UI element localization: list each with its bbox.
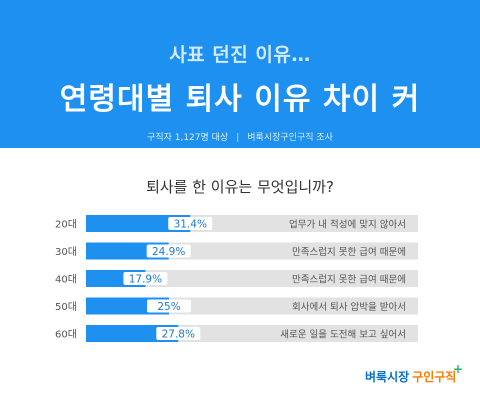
- chart-question: 퇴사를 한 이유는 무엇입니까?: [146, 178, 334, 196]
- logo-part-1: 벼룩시장: [365, 370, 410, 384]
- category-label: 60대: [55, 329, 77, 341]
- bar: [86, 215, 191, 232]
- category-label: 30대: [55, 246, 77, 258]
- category-label: 20대: [55, 219, 77, 231]
- value-label-bg: [147, 299, 191, 313]
- value-label: 31.4%: [174, 219, 207, 231]
- header-banner: 사표 던진 이유… 연령대별 퇴사 이유 차이 커 구직자 1,127명 대상 |…: [0, 0, 480, 148]
- survey-publisher: 벼룩시장구인구직 조사: [247, 133, 333, 143]
- reason-label: 업무가 내 적성에 맞지 않아서: [289, 219, 406, 231]
- value-label-bg: [146, 244, 191, 258]
- reason-label: 회사에서 퇴사 압박을 받아서: [292, 301, 406, 313]
- brand-logo: 벼룩시장 구인구직 +: [365, 362, 465, 388]
- bar-track: [86, 270, 418, 287]
- survey-source: 구직자 1,127명 대상 | 벼룩시장구인구직 조사: [0, 130, 480, 143]
- reason-label: 새로운 일을 도전해 보고 싶어서: [280, 329, 406, 341]
- source-separator: |: [236, 133, 240, 143]
- main-title: 연령대별 퇴사 이유 차이 커: [59, 82, 421, 117]
- value-label-bg: [123, 272, 168, 285]
- value-label-bg: [168, 217, 213, 230]
- reason-label: 만족스럽지 못한 급여 때문에: [292, 274, 406, 286]
- value-label: 24.9%: [152, 246, 185, 258]
- bar: [86, 325, 179, 342]
- subtitle: 사표 던진 이유…: [169, 44, 311, 66]
- logo-part-2: 구인구직: [412, 370, 457, 384]
- survey-sample: 구직자 1,127명 대상: [147, 133, 229, 143]
- category-label: 40대: [55, 274, 77, 286]
- value-label: 25%: [157, 301, 180, 313]
- reason-label: 만족스럽지 못한 급여 때문에: [292, 246, 406, 258]
- logo-plus-icon: +: [453, 362, 464, 376]
- value-label: 17.9%: [129, 274, 162, 286]
- value-label: 27.8%: [162, 329, 195, 341]
- category-label: 50대: [55, 301, 77, 313]
- value-label-bg: [156, 327, 201, 340]
